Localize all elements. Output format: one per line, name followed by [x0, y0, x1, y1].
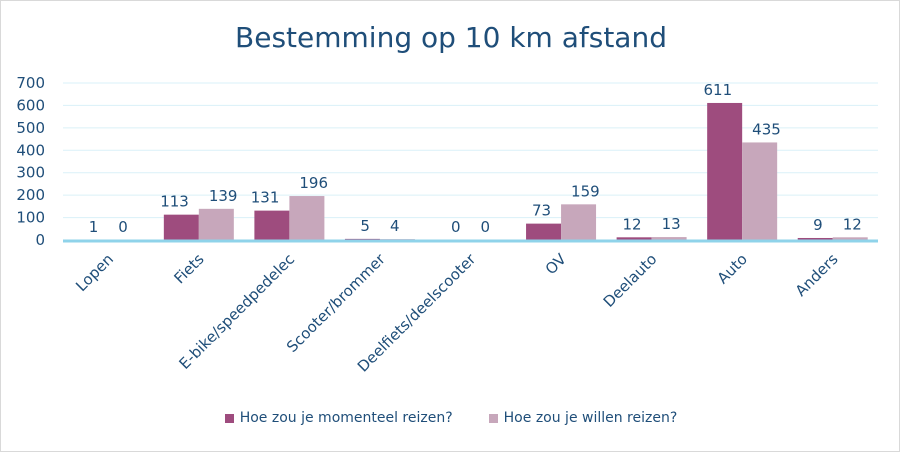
data-label: 131 [251, 189, 280, 207]
bar-current [526, 224, 561, 240]
data-label: 435 [752, 120, 781, 138]
bar-desired [742, 142, 777, 240]
bar-desired [199, 209, 234, 240]
y-tick-label: 200 [16, 186, 45, 204]
bar-current [164, 215, 199, 240]
x-tick-label: Fiets [170, 250, 207, 287]
legend-item-current: Hoe zou je momenteel reizen? [225, 410, 453, 426]
x-tick-label: Deelauto [600, 250, 661, 311]
y-tick-label: 300 [16, 164, 45, 182]
data-label: 139 [209, 187, 238, 205]
bar-current [707, 103, 742, 240]
x-tick-label: Auto [714, 250, 751, 287]
bar-current [254, 211, 289, 240]
y-tick-label: 600 [16, 96, 45, 114]
data-label: 4 [390, 217, 400, 235]
y-tick-label: 100 [16, 209, 45, 227]
data-label: 13 [662, 215, 681, 233]
bar-desired [289, 196, 324, 240]
bar-desired [561, 204, 596, 240]
y-tick-label: 500 [16, 119, 45, 137]
legend-swatch-current [225, 414, 234, 423]
y-tick-label: 0 [35, 231, 45, 249]
x-tick-label: Lopen [72, 250, 117, 295]
x-tick-label: Scooter/brommer [283, 250, 389, 356]
data-label: 196 [299, 174, 328, 192]
data-label: 159 [571, 182, 600, 200]
x-tick-label: OV [542, 250, 571, 279]
legend-item-desired: Hoe zou je willen reizen? [489, 410, 678, 426]
data-label: 73 [532, 202, 551, 220]
legend: Hoe zou je momenteel reizen? Hoe zou je … [1, 410, 900, 426]
data-label: 5 [360, 217, 370, 235]
data-label: 12 [843, 215, 862, 233]
data-label: 1 [89, 218, 99, 236]
legend-label-desired: Hoe zou je willen reizen? [504, 410, 678, 426]
data-label: 9 [813, 216, 823, 234]
x-tick-label: Anders [792, 250, 842, 300]
legend-label-current: Hoe zou je momenteel reizen? [240, 410, 453, 426]
y-tick-label: 700 [16, 74, 45, 92]
data-label: 113 [160, 193, 189, 211]
data-label: 0 [118, 218, 128, 236]
y-tick-label: 400 [16, 141, 45, 159]
legend-swatch-desired [489, 414, 498, 423]
data-label: 0 [451, 218, 461, 236]
data-label: 0 [481, 218, 491, 236]
data-label: 12 [623, 215, 642, 233]
data-label: 611 [704, 81, 733, 99]
